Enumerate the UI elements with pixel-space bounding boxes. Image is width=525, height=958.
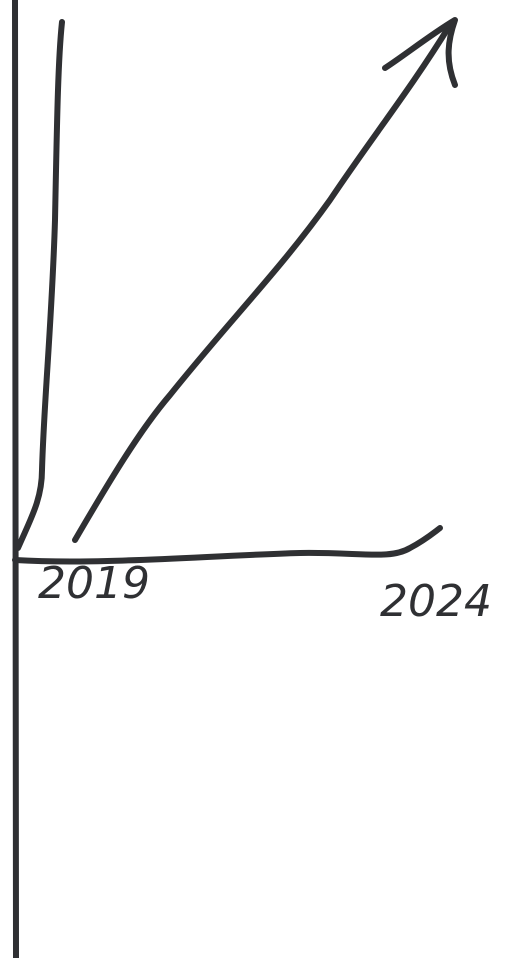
vertical-axis	[12, 0, 19, 958]
end-label: 2024	[380, 576, 492, 627]
start-label: 2019	[38, 558, 150, 609]
steep-curve	[15, 19, 65, 551]
arrow-head	[382, 17, 458, 88]
growth-arrow	[72, 22, 453, 543]
horizontal-axis	[12, 525, 443, 565]
